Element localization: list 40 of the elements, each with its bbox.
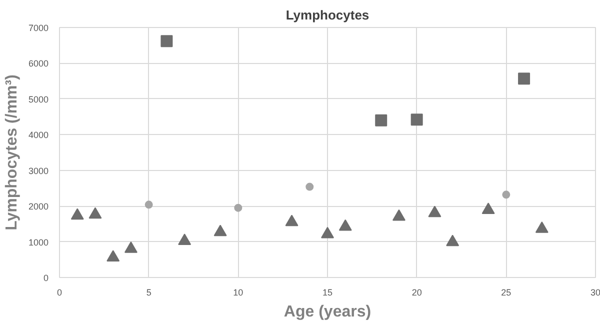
point — [446, 234, 460, 246]
y-axis-title: Lymphocytes (/mm³) — [3, 74, 20, 230]
point — [410, 114, 423, 126]
x-tick-label: 20 — [412, 288, 422, 298]
y-tick-label: 0 — [43, 273, 49, 283]
x-axis-title: Age (years) — [284, 304, 372, 320]
point — [338, 219, 352, 231]
y-tick-label: 5000 — [28, 94, 49, 104]
y-tick-label: 3000 — [28, 166, 49, 176]
x-tick-label: 0 — [56, 288, 62, 298]
point — [502, 190, 510, 199]
x-tick-label: 30 — [590, 288, 600, 298]
point — [70, 208, 84, 220]
point — [375, 114, 388, 126]
point — [124, 242, 138, 253]
point — [160, 35, 173, 48]
y-tick-label: 2000 — [28, 202, 49, 212]
point — [518, 72, 530, 85]
y-tick-label: 6000 — [28, 58, 49, 69]
point — [392, 209, 406, 221]
y-tick-label: 7000 — [28, 23, 49, 33]
y-tick-label: 4000 — [28, 130, 49, 140]
point — [178, 234, 192, 246]
x-tick-label: 10 — [233, 288, 244, 298]
point — [306, 182, 314, 191]
point — [535, 222, 548, 233]
point — [144, 200, 153, 209]
point — [106, 250, 120, 262]
point — [88, 207, 102, 219]
point — [482, 202, 495, 214]
point — [214, 224, 227, 236]
x-tick-label: 25 — [501, 288, 512, 298]
point — [428, 206, 442, 218]
point — [285, 214, 298, 226]
point — [234, 204, 242, 212]
chart-title: Lymphocytes — [286, 8, 370, 22]
y-tick-label: 1000 — [28, 237, 49, 248]
point — [321, 226, 334, 238]
x-tick-label: 15 — [322, 288, 333, 298]
x-tick-label: 5 — [146, 288, 152, 298]
